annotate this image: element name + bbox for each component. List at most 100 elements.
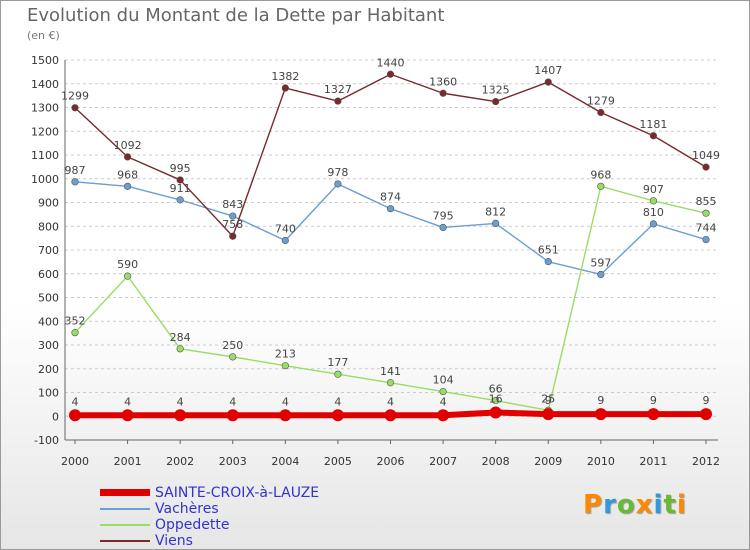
proxiti-logo: Proxiti <box>583 490 687 520</box>
data-label: 978 <box>327 166 348 179</box>
legend-item-oppedette: Oppedette <box>100 517 400 533</box>
data-point <box>281 236 289 245</box>
y-tick-label: 1500 <box>31 54 59 67</box>
data-point <box>334 370 342 378</box>
data-point <box>437 409 450 422</box>
data-point <box>281 84 289 92</box>
legend-item-vacheres: Vachères <box>100 501 400 517</box>
data-label: 1092 <box>114 139 142 152</box>
chart-title: Evolution du Montant de la Dette par Hab… <box>27 5 445 26</box>
legend-label: Vachères <box>155 501 219 517</box>
legend-swatch <box>100 508 150 510</box>
data-label: 1049 <box>692 149 720 162</box>
data-label: 968 <box>117 168 138 181</box>
data-label: 250 <box>222 339 243 352</box>
x-tick-label: 2004 <box>271 455 299 468</box>
data-point <box>439 223 447 232</box>
data-point <box>702 163 710 171</box>
y-tick-label: 1400 <box>31 78 59 91</box>
data-point <box>700 408 712 421</box>
data-label: 1440 <box>377 56 405 69</box>
x-tick-label: 2007 <box>429 455 457 468</box>
data-label: 1279 <box>587 94 615 107</box>
legend-label: SAINTE-CROIX-à-LAUZE <box>155 485 320 501</box>
data-label: 987 <box>65 164 86 177</box>
y-tick-label: 700 <box>38 244 59 257</box>
data-point <box>649 220 658 228</box>
data-label: 1299 <box>61 90 89 103</box>
data-label: 1407 <box>534 64 562 77</box>
data-label: 284 <box>170 331 191 344</box>
data-point <box>174 409 187 422</box>
data-point <box>386 379 395 387</box>
data-label: 4 <box>229 395 236 408</box>
data-point <box>123 272 132 280</box>
y-tick-label: 500 <box>38 292 59 305</box>
data-point <box>334 97 342 105</box>
data-point <box>649 132 658 140</box>
legend: SAINTE-CROIX-à-LAUZE Vachères Oppedette … <box>100 485 400 549</box>
data-label: 995 <box>170 162 191 175</box>
data-label: 744 <box>696 222 717 235</box>
data-label: 1325 <box>482 84 510 97</box>
y-tick-label: -100 <box>34 434 59 447</box>
x-tick-label: 2010 <box>587 455 615 468</box>
data-point <box>647 408 660 421</box>
data-point <box>71 104 79 112</box>
legend-swatch <box>100 540 150 542</box>
data-point <box>279 409 292 422</box>
data-point <box>649 197 658 205</box>
data-point <box>176 345 184 353</box>
data-point <box>229 212 237 220</box>
data-point <box>226 409 239 422</box>
data-point <box>229 232 237 240</box>
data-label: 1181 <box>639 118 667 131</box>
data-label: 213 <box>275 348 296 361</box>
data-label: 4 <box>440 395 447 408</box>
data-label: 104 <box>433 374 454 387</box>
legend-item-sainte-croix: SAINTE-CROIX-à-LAUZE <box>100 485 400 501</box>
data-point <box>229 353 237 361</box>
x-tick-label: 2006 <box>377 455 405 468</box>
data-label: 1360 <box>429 75 457 88</box>
data-point <box>331 409 344 422</box>
data-label: 9 <box>650 394 657 407</box>
data-point <box>386 205 395 213</box>
data-label: 1382 <box>271 70 299 83</box>
x-tick-label: 2011 <box>639 455 667 468</box>
data-point <box>544 258 552 266</box>
y-tick-label: 400 <box>38 315 59 328</box>
data-point <box>386 70 395 78</box>
y-tick-label: 100 <box>38 387 59 400</box>
data-point <box>71 178 79 186</box>
legend-label: Oppedette <box>155 517 230 533</box>
y-tick-label: 200 <box>38 363 59 376</box>
x-tick-label: 2002 <box>166 455 194 468</box>
data-label: 4 <box>334 395 341 408</box>
y-tick-label: 1300 <box>31 102 59 115</box>
data-label: 352 <box>65 315 86 328</box>
x-tick-label: 2001 <box>114 455 142 468</box>
y-tick-label: 1000 <box>31 173 59 186</box>
data-point <box>439 89 447 97</box>
data-point <box>597 108 605 117</box>
data-label: 4 <box>387 395 394 408</box>
data-point <box>597 182 605 190</box>
data-point <box>69 409 81 422</box>
data-label: 141 <box>380 365 401 378</box>
x-tick-label: 2005 <box>324 455 352 468</box>
chart-subtitle: (en €) <box>27 29 60 42</box>
data-point <box>702 235 710 244</box>
data-label: 4 <box>282 395 289 408</box>
x-tick-label: 2008 <box>482 455 510 468</box>
data-point <box>71 329 79 337</box>
y-tick-label: 300 <box>38 339 59 352</box>
data-label: 4 <box>177 395 184 408</box>
legend-swatch <box>100 489 150 496</box>
data-point <box>121 409 134 422</box>
y-tick-label: 600 <box>38 268 59 281</box>
legend-item-viens: Viens <box>100 533 400 549</box>
data-label: 16 <box>489 392 503 405</box>
data-label: 968 <box>590 168 611 181</box>
